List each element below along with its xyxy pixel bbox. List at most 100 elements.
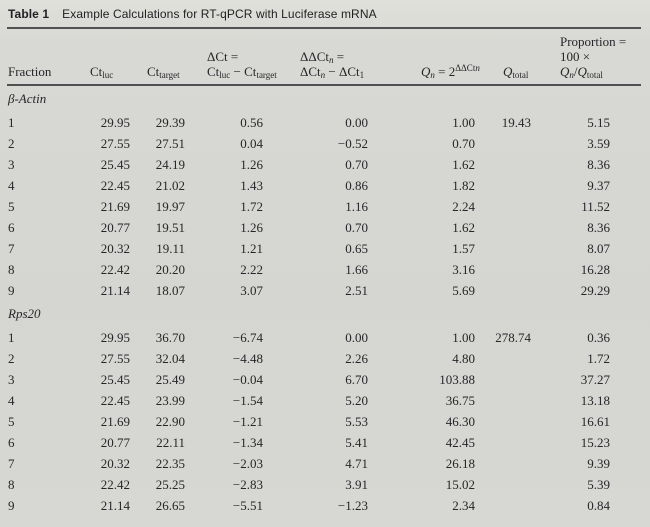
cell-delta_delta_ct: 1.16: [345, 199, 368, 214]
cell-qn: 0.70: [452, 136, 475, 151]
cell-ct_target: 19.97: [155, 199, 185, 214]
cell-ct_target: 25.49: [155, 372, 185, 387]
cell-fraction: 3: [8, 372, 15, 387]
cell-ct_luc: 22.45: [100, 178, 130, 193]
cell-fraction: 5: [8, 199, 15, 214]
cell-ct_luc: 22.42: [100, 262, 130, 277]
cell-qtotal: [486, 495, 542, 516]
cell-ct_target: 25.25: [155, 477, 185, 492]
cell-fraction: 8: [8, 262, 15, 277]
cell-qn: 1.00: [452, 115, 475, 130]
cell-qtotal: 19.43: [501, 115, 531, 130]
cell-fraction: 1: [8, 115, 15, 130]
col-header-qn: Qn = 2ΔΔCtn: [380, 27, 486, 86]
cell-proportion: 5.39: [587, 477, 610, 492]
cell-proportion: 16.61: [580, 414, 610, 429]
cell-qn: 2.24: [452, 199, 475, 214]
cell-fraction: 6: [8, 220, 15, 235]
cell-qtotal: [486, 133, 542, 154]
cell-ct_target: 22.35: [155, 456, 185, 471]
cell-ct_luc: 20.32: [100, 241, 130, 256]
cell-delta_ct: −0.04: [232, 372, 263, 387]
cell-delta_delta_ct: 5.20: [345, 393, 368, 408]
cell-proportion: 13.18: [580, 393, 610, 408]
cell-proportion: 37.27: [580, 372, 610, 387]
cell-fraction: 3: [8, 157, 15, 172]
cell-proportion: 0.84: [587, 498, 610, 513]
cell-qn: 5.69: [452, 283, 475, 298]
col-header-delta-ct: ΔCt = Ctluc − Cttarget: [196, 27, 277, 86]
cell-ct_luc: 22.45: [100, 393, 130, 408]
col-header-ct-target: Cttarget: [140, 27, 196, 86]
cell-ct_target: 29.39: [155, 115, 185, 130]
col-header-proportion: Proportion = 100 × Qn/Qtotal: [542, 27, 641, 86]
cell-fraction: 8: [8, 477, 15, 492]
cell-delta_ct: 0.04: [240, 136, 263, 151]
cell-qtotal: [486, 238, 542, 259]
cell-delta_ct: 3.07: [240, 283, 263, 298]
cell-qn: 3.16: [452, 262, 475, 277]
col-header-delta-delta-ct: ΔΔCtn = ΔCtn − ΔCt1: [276, 27, 380, 86]
cell-ct_target: 20.20: [155, 262, 185, 277]
table-row: 9 21.14 18.07 3.07 2.51 5.69 29.29: [7, 280, 641, 301]
cell-qtotal: [486, 175, 542, 196]
cell-qn: 36.75: [445, 393, 475, 408]
cell-proportion: 15.23: [580, 435, 610, 450]
cell-ct_luc: 22.42: [100, 477, 130, 492]
col-header-fraction: Fraction: [7, 27, 88, 86]
cell-ct_luc: 21.69: [100, 414, 130, 429]
cell-ct_luc: 21.14: [100, 498, 130, 513]
table-row: 7 20.32 22.35 −2.03 4.71 26.18 9.39: [7, 453, 641, 474]
cell-ct_target: 22.90: [155, 414, 185, 429]
cell-delta_ct: −1.21: [232, 414, 263, 429]
cell-proportion: 5.15: [587, 115, 610, 130]
cell-ct_luc: 21.14: [100, 283, 130, 298]
cell-delta_ct: 1.43: [240, 178, 263, 193]
cell-proportion: 3.59: [587, 136, 610, 151]
table-row: 9 21.14 26.65 −5.51 −1.23 2.34 0.84: [7, 495, 641, 516]
cell-delta_ct: −2.83: [232, 477, 263, 492]
cell-qtotal: [486, 474, 542, 495]
cell-delta_delta_ct: 0.00: [345, 330, 368, 345]
cell-ct_target: 22.11: [156, 435, 185, 450]
cell-fraction: 1: [8, 330, 15, 345]
cell-ct_luc: 27.55: [100, 351, 130, 366]
cell-ct_luc: 25.45: [100, 157, 130, 172]
cell-qn: 103.88: [439, 372, 475, 387]
cell-proportion: 8.36: [587, 220, 610, 235]
cell-ct_target: 36.70: [155, 330, 185, 345]
section-label: Rps20: [8, 306, 41, 321]
cell-delta_ct: 0.56: [240, 115, 263, 130]
table-row: 3 25.45 25.49 −0.04 6.70 103.88 37.27: [7, 369, 641, 390]
cell-proportion: 0.36: [587, 330, 610, 345]
cell-fraction: 9: [8, 283, 15, 298]
cell-ct_target: 23.99: [155, 393, 185, 408]
cell-delta_ct: 1.26: [240, 157, 263, 172]
table-row: 4 22.45 21.02 1.43 0.86 1.82 9.37: [7, 175, 641, 196]
cell-qtotal: [486, 432, 542, 453]
cell-qtotal: [486, 348, 542, 369]
cell-qn: 1.00: [452, 330, 475, 345]
cell-proportion: 8.36: [587, 157, 610, 172]
cell-delta_delta_ct: 1.66: [345, 262, 368, 277]
table-caption: Table 1 Example Calculations for RT-qPCR …: [0, 0, 650, 27]
cell-proportion: 8.07: [587, 241, 610, 256]
cell-qn: 2.34: [452, 498, 475, 513]
cell-delta_delta_ct: −0.52: [337, 136, 368, 151]
cell-qtotal: [486, 390, 542, 411]
cell-qn: 1.62: [452, 220, 475, 235]
cell-delta_delta_ct: 0.70: [345, 157, 368, 172]
cell-delta_delta_ct: 0.70: [345, 220, 368, 235]
cell-ct_target: 27.51: [155, 136, 185, 151]
section-row: Rps20: [7, 301, 641, 327]
cell-fraction: 5: [8, 414, 15, 429]
cell-qn: 26.18: [445, 456, 475, 471]
cell-proportion: 9.39: [587, 456, 610, 471]
cell-delta_delta_ct: 0.65: [345, 241, 368, 256]
table-body: β-Actin 1 29.95 29.39 0.56 0.00 1.00 19.43 5.15 2…: [7, 85, 641, 516]
cell-delta_ct: −5.51: [232, 498, 263, 513]
cell-fraction: 7: [8, 456, 15, 471]
cell-qtotal: [486, 154, 542, 175]
cell-proportion: 9.37: [587, 178, 610, 193]
cell-delta_delta_ct: 2.26: [345, 351, 368, 366]
